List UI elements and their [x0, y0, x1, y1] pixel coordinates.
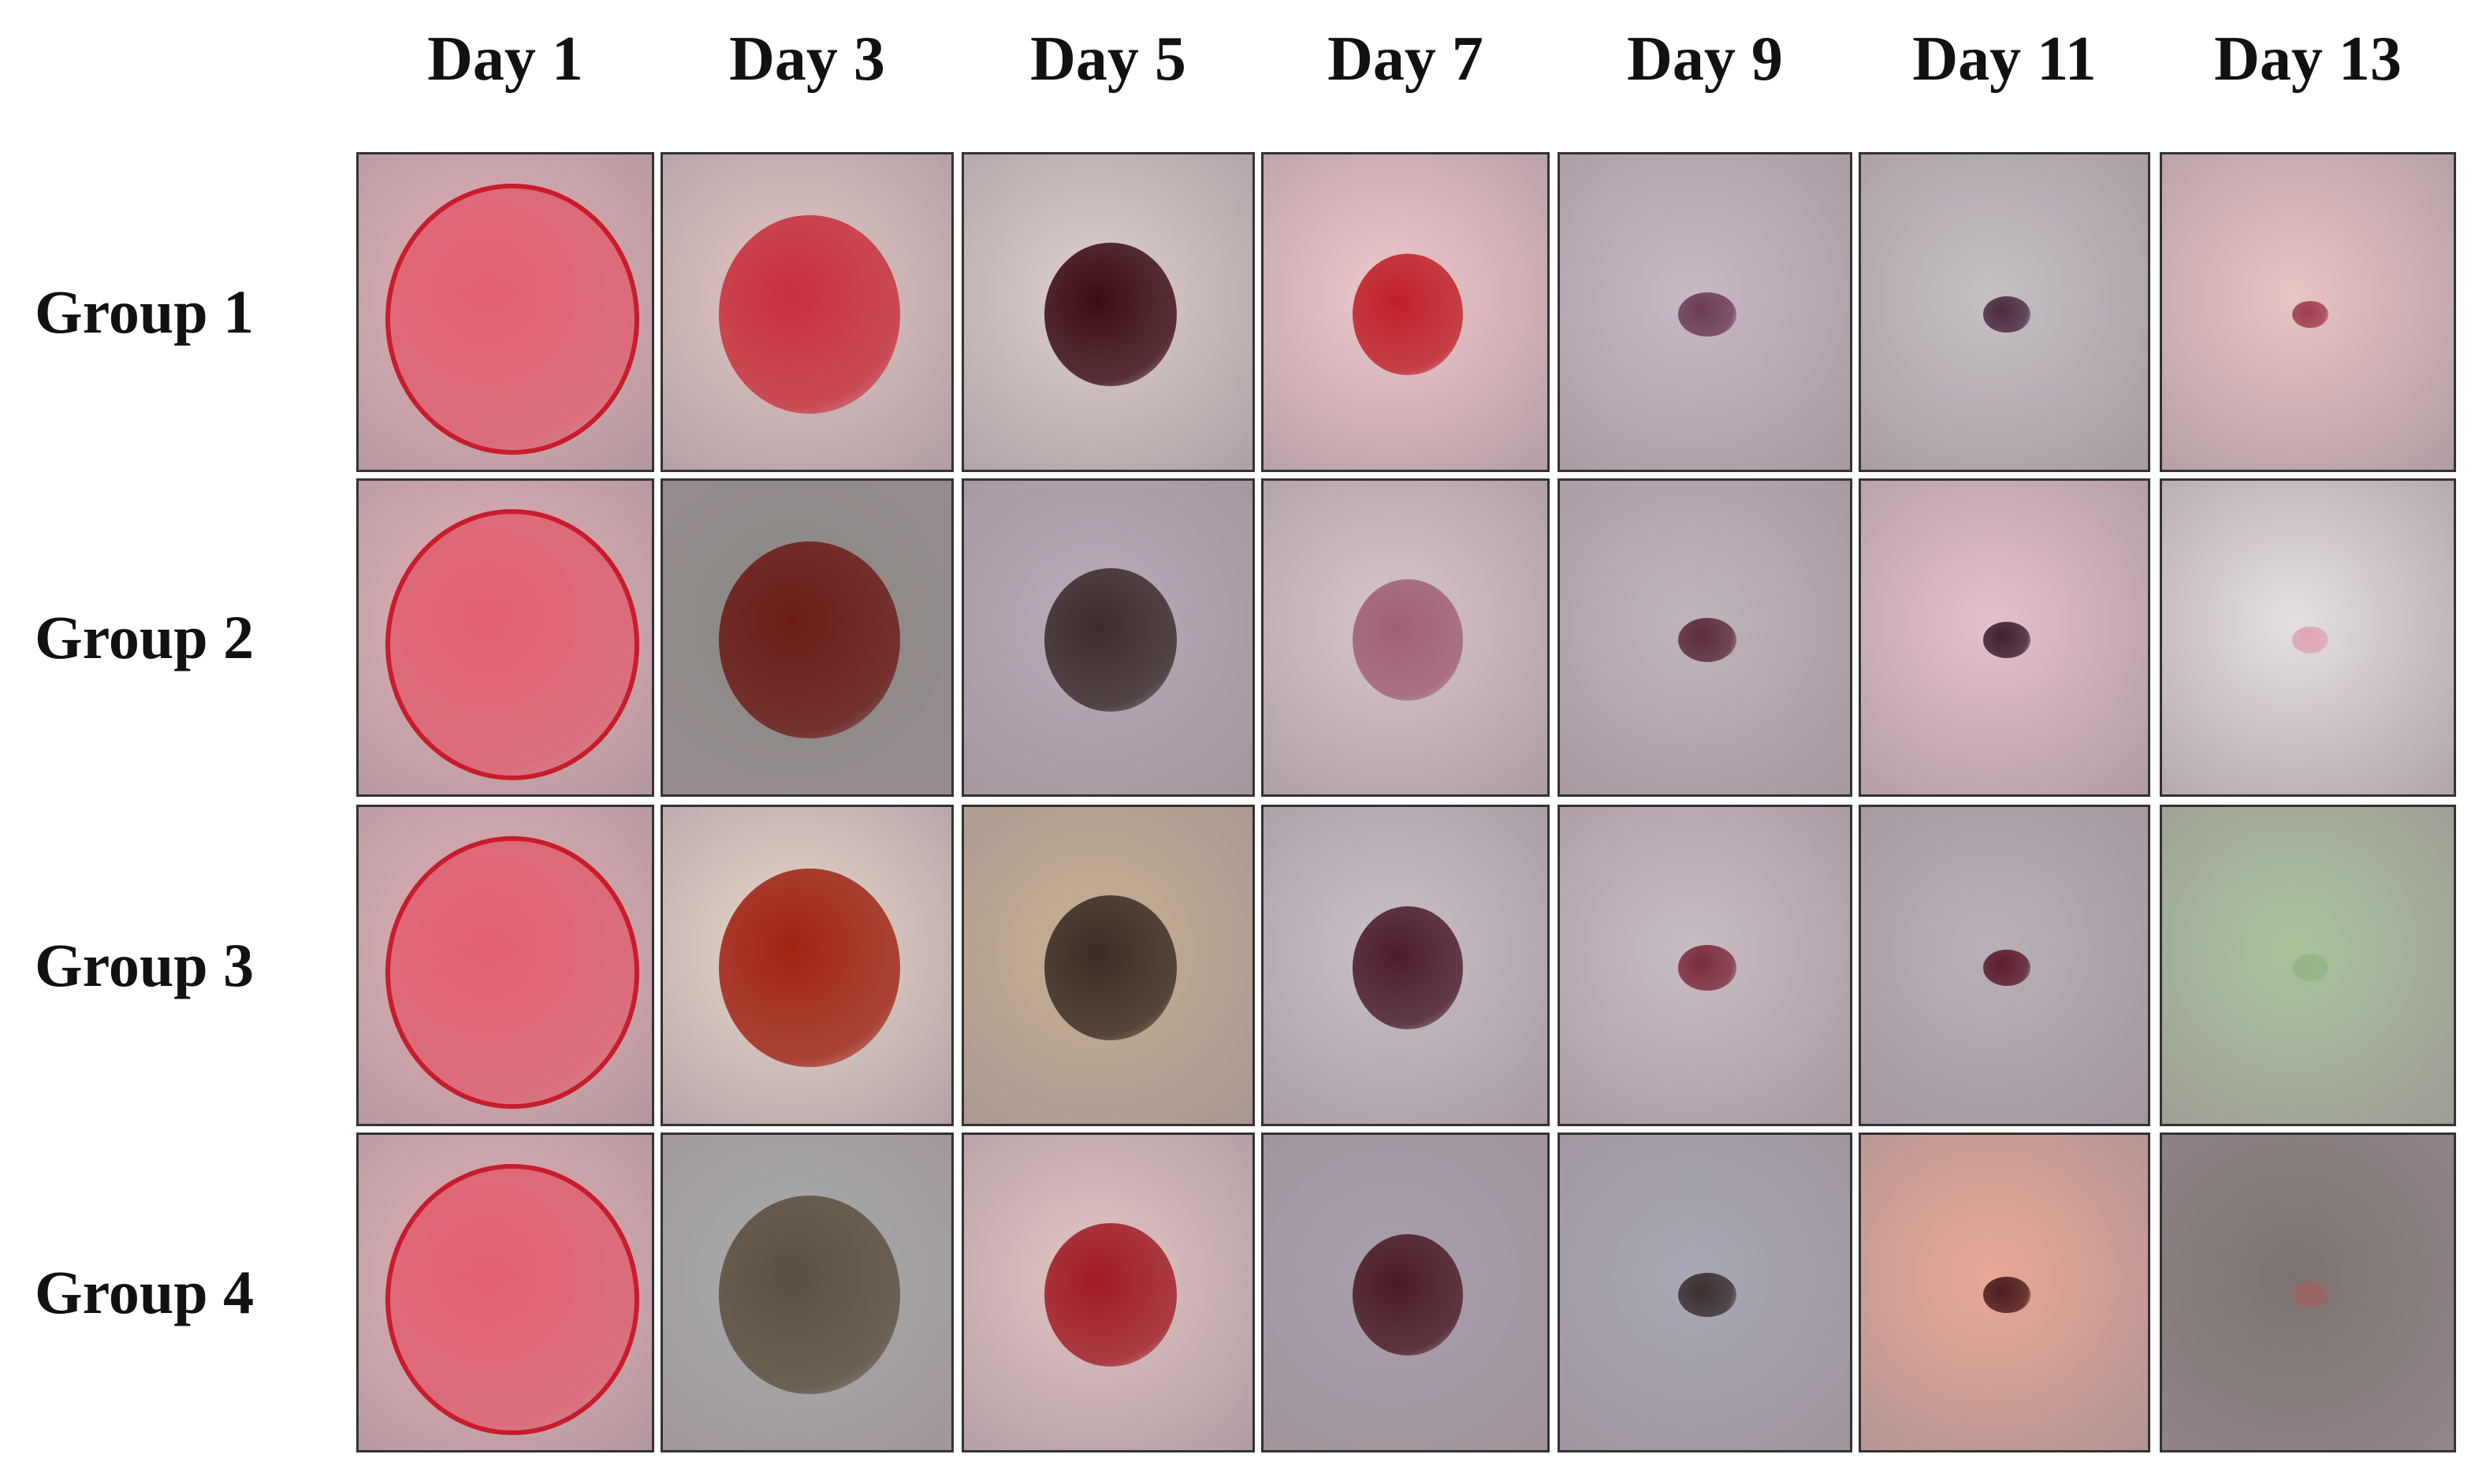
- wound-photo: [1859, 805, 2150, 1126]
- wound: [2292, 627, 2328, 653]
- wound: [1983, 622, 2030, 658]
- wound-photo: [661, 805, 954, 1126]
- wound-photo: [2160, 152, 2456, 472]
- wound-photo: [1261, 805, 1550, 1126]
- wound-photo: [1859, 478, 2150, 797]
- column-header: Day 13: [2214, 24, 2402, 94]
- wound-photo: [356, 152, 654, 472]
- wound-photo: [1261, 1133, 1550, 1452]
- wound-photo: [356, 1133, 654, 1452]
- wound-photo: [1859, 1133, 2150, 1452]
- wound: [1044, 242, 1177, 387]
- wound: [385, 509, 639, 780]
- wound-photo: [661, 478, 954, 797]
- wound: [718, 541, 901, 739]
- wound: [1353, 253, 1463, 376]
- column-header: Day 3: [729, 24, 885, 94]
- row-label: Group 4: [35, 1258, 255, 1326]
- wound-photo: [661, 1133, 954, 1452]
- wound: [1983, 1277, 2030, 1313]
- column-header: Day 9: [1627, 24, 1783, 94]
- wound-photo: [2160, 1133, 2456, 1452]
- wound-photo: [661, 152, 954, 472]
- column-header: Day 5: [1030, 24, 1186, 94]
- wound: [2292, 954, 2328, 982]
- column-header: Day 7: [1327, 24, 1483, 94]
- wound-photo: [2160, 478, 2456, 797]
- row-label: Group 2: [35, 603, 255, 671]
- wound-photo: [1558, 1133, 1852, 1452]
- row-label: Group 1: [35, 277, 255, 346]
- wound-photo: [1261, 478, 1550, 797]
- column-header: Day 11: [1912, 24, 2097, 94]
- wound: [385, 183, 639, 456]
- wound: [718, 215, 901, 414]
- wound: [2292, 300, 2328, 329]
- wound-photo: [962, 478, 1255, 797]
- wound: [1353, 1233, 1463, 1356]
- wound-photo: [1261, 152, 1550, 472]
- wound: [1044, 895, 1177, 1040]
- wound-photo: [356, 478, 654, 797]
- wound: [385, 1163, 639, 1436]
- wound: [1353, 579, 1463, 701]
- wound: [1677, 1272, 1737, 1318]
- wound-photo: [1558, 152, 1852, 472]
- wound-photo: [962, 152, 1255, 472]
- wound-photo: [356, 805, 654, 1126]
- wound: [1044, 1222, 1177, 1367]
- wound: [385, 835, 639, 1110]
- wound: [2292, 1281, 2328, 1309]
- wound-photo: [2160, 805, 2456, 1126]
- wound: [718, 868, 901, 1068]
- wound: [1983, 950, 2030, 986]
- wound-photo: [1859, 152, 2150, 472]
- wound-photo: [962, 805, 1255, 1126]
- column-header: Day 1: [427, 24, 583, 94]
- row-label: Group 3: [35, 931, 255, 999]
- wound-photo: [962, 1133, 1255, 1452]
- wound: [1353, 906, 1463, 1029]
- wound: [1677, 292, 1737, 337]
- wound-photo: [1558, 478, 1852, 797]
- wound: [718, 1196, 901, 1394]
- wound: [1983, 296, 2030, 333]
- wound: [1677, 617, 1737, 663]
- wound-photo: [1558, 805, 1852, 1126]
- wound: [1677, 945, 1737, 991]
- wound: [1044, 568, 1177, 712]
